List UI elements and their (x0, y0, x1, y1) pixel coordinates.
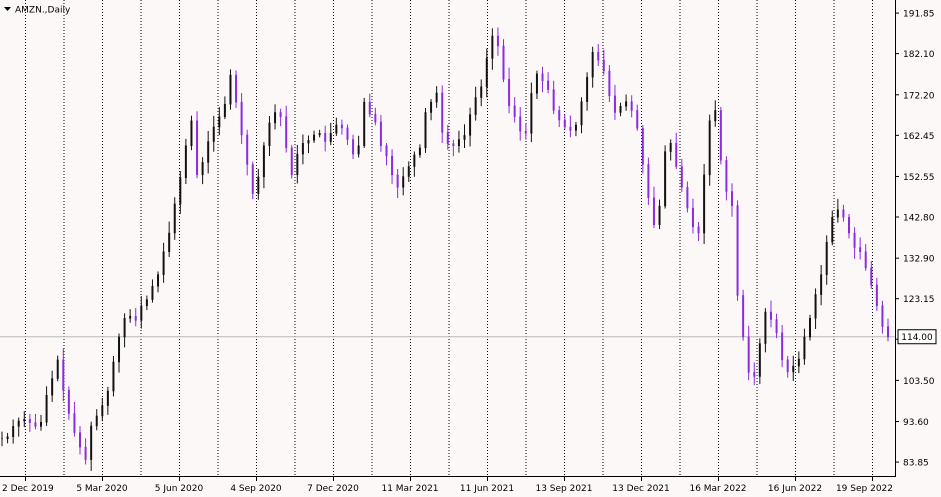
symbol-title: AMZN.,Daily (15, 6, 71, 16)
y-tick-label: 103.50 (903, 377, 935, 387)
y-tick-label: 83.85 (903, 459, 929, 469)
y-tick-label: 162.45 (903, 132, 935, 142)
x-tick-label: 5 Jun 2020 (155, 484, 204, 494)
y-axis-ticks: 191.85 182.10 172.20 162.45 152.55 142.80 132.… (895, 10, 935, 469)
y-tick-label: 191.85 (903, 10, 935, 20)
current-price-label: 114.00 (897, 329, 937, 345)
x-tick-label: 13 Sep 2021 (535, 484, 592, 494)
y-tick-label: 132.90 (903, 255, 935, 265)
y-tick-label: 152.55 (903, 173, 935, 183)
x-axis-ticks: 2 Dec 2019 5 Mar 2020 5 Jun 2020 4 Sep 2020… (2, 476, 893, 494)
x-tick-label: 2 Dec 2019 (2, 484, 54, 494)
y-tick-label: 93.60 (903, 418, 929, 428)
current-price-label-text: 114.00 (901, 333, 933, 343)
x-tick-label: 5 Mar 2020 (76, 484, 128, 494)
x-tick-label: 19 Sep 2022 (836, 484, 893, 494)
x-tick-label: 4 Sep 2020 (230, 484, 282, 494)
y-tick-label: 142.80 (903, 214, 935, 224)
price-series (1, 27, 889, 471)
grid-lines (25, 0, 873, 476)
y-tick-label: 123.15 (903, 295, 935, 305)
x-tick-label: 13 Dec 2021 (612, 484, 670, 494)
x-tick-label: 16 Mar 2022 (689, 484, 746, 494)
x-tick-label: 11 Mar 2021 (381, 484, 438, 494)
x-tick-label: 7 Dec 2020 (307, 484, 359, 494)
x-tick-label: 16 Jun 2022 (768, 484, 822, 494)
current-price-label-box (897, 329, 937, 345)
y-tick-label: 172.20 (903, 91, 935, 101)
chart-title[interactable]: AMZN.,Daily (4, 6, 71, 16)
y-tick-label: 182.10 (903, 50, 935, 60)
triangle-down-icon[interactable] (4, 7, 11, 11)
x-tick-label: 11 Jun 2021 (460, 484, 514, 494)
